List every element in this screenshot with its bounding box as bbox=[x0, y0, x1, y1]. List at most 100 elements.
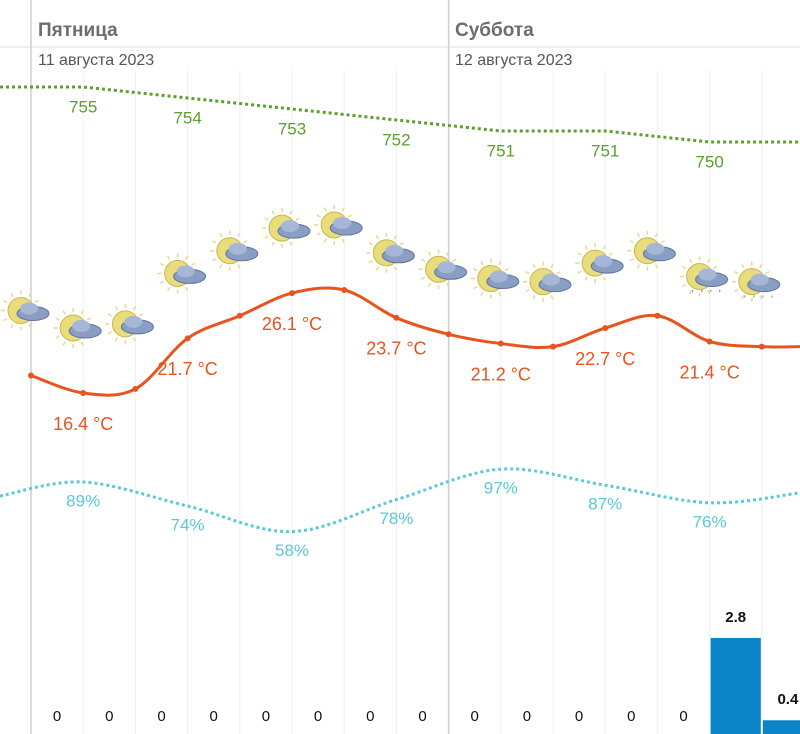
sun-ray bbox=[166, 255, 171, 260]
sun-ray bbox=[525, 289, 530, 293]
weather-icon bbox=[157, 253, 207, 294]
cloud bbox=[750, 273, 769, 286]
sun-ray bbox=[584, 276, 588, 281]
sun-ray bbox=[132, 337, 137, 342]
sun-ray bbox=[323, 207, 327, 212]
temperature-point bbox=[80, 390, 87, 396]
sun-ray bbox=[368, 260, 373, 264]
sun-ray bbox=[55, 317, 60, 321]
sun-ray bbox=[629, 240, 634, 244]
temperature-point bbox=[550, 343, 556, 350]
temperature-point bbox=[497, 340, 504, 347]
precipitation-label: 0 bbox=[262, 708, 270, 725]
sun-ray bbox=[706, 258, 711, 264]
sun-ray bbox=[399, 242, 405, 246]
cloud bbox=[646, 242, 665, 255]
sun-ray bbox=[375, 235, 380, 240]
sun-ray bbox=[264, 235, 269, 239]
sun-ray bbox=[550, 263, 554, 269]
cloud bbox=[124, 315, 143, 328]
sun-ray bbox=[525, 271, 530, 275]
sun-ray bbox=[316, 232, 321, 236]
precipitation-label: 0 bbox=[210, 708, 218, 725]
humidity-label: 97% bbox=[484, 479, 518, 498]
sun-ray bbox=[295, 217, 300, 221]
sun-ray bbox=[688, 258, 693, 264]
weather-icon bbox=[1, 290, 50, 331]
precipitation-label: 0 bbox=[679, 708, 687, 725]
sun-ray bbox=[341, 238, 345, 243]
precipitation-label: 0 bbox=[314, 708, 322, 725]
temperature-point bbox=[393, 314, 400, 321]
temperature-point bbox=[341, 287, 348, 293]
pressure-label: 750 bbox=[695, 152, 723, 171]
sun-ray bbox=[556, 271, 561, 275]
sun-ray bbox=[393, 235, 398, 240]
sun-ray bbox=[243, 240, 248, 244]
cloud bbox=[385, 244, 404, 257]
sun-ray bbox=[347, 214, 352, 218]
day-name: Суббота bbox=[455, 20, 534, 41]
temperature-point bbox=[28, 372, 34, 379]
sun-ray bbox=[660, 240, 666, 244]
sun-ray bbox=[289, 241, 293, 246]
humidity-label: 76% bbox=[693, 512, 727, 531]
sun-ray bbox=[107, 331, 112, 335]
sun-ray bbox=[498, 292, 502, 297]
temperature-point bbox=[132, 385, 139, 392]
sun-ray bbox=[550, 295, 554, 300]
rain: ’ bbox=[771, 294, 773, 305]
sun-ray bbox=[734, 289, 739, 293]
sun-ray bbox=[445, 282, 450, 287]
sun-ray bbox=[114, 306, 119, 311]
sun-ray bbox=[3, 317, 8, 322]
sun-ray bbox=[654, 264, 659, 269]
weather-icon bbox=[314, 205, 363, 245]
sun-ray bbox=[681, 283, 687, 288]
weather-icon bbox=[627, 230, 676, 271]
sun-ray bbox=[159, 280, 165, 285]
weather-icon bbox=[575, 243, 624, 284]
precipitation-label: 0 bbox=[366, 708, 374, 725]
weather-icon bbox=[418, 249, 468, 290]
cloud bbox=[20, 302, 38, 315]
sun-ray bbox=[532, 263, 536, 269]
sun-ray bbox=[608, 252, 613, 256]
pressure-label: 754 bbox=[173, 108, 201, 127]
temperature-point bbox=[236, 312, 243, 319]
sun-ray bbox=[602, 245, 606, 250]
humidity-label: 89% bbox=[66, 491, 100, 510]
humidity-line bbox=[0, 467, 800, 534]
precipitation-label: 0 bbox=[575, 708, 583, 725]
cloud bbox=[333, 217, 352, 229]
sun-ray bbox=[114, 337, 119, 342]
sun-ray bbox=[480, 292, 484, 297]
weather-icon bbox=[366, 232, 415, 273]
temperature-point bbox=[184, 335, 191, 342]
sun-ray bbox=[681, 265, 687, 270]
sun-ray bbox=[584, 245, 588, 250]
sun-ray bbox=[734, 271, 739, 275]
pressure-label: 751 bbox=[487, 141, 515, 160]
weather-icon: ’ ’ ’ ’ bbox=[731, 261, 781, 305]
rain: ’ bbox=[719, 289, 721, 300]
humidity-label: 87% bbox=[588, 495, 622, 514]
temperature-point bbox=[602, 325, 609, 332]
sun-ray bbox=[473, 285, 478, 290]
weather-icon bbox=[105, 303, 154, 344]
sun-ray bbox=[427, 251, 432, 256]
precipitation-label: 0 bbox=[53, 708, 61, 725]
sun-ray bbox=[375, 266, 380, 271]
weather-icon bbox=[523, 261, 572, 302]
sun-ray bbox=[289, 210, 293, 215]
sun-ray bbox=[271, 241, 275, 246]
sun-ray bbox=[212, 240, 217, 244]
sun-ray bbox=[28, 292, 32, 298]
sun-ray bbox=[498, 260, 502, 266]
sun-ray bbox=[34, 299, 39, 304]
sun-ray bbox=[62, 341, 66, 346]
sun-ray bbox=[166, 286, 171, 292]
cloud bbox=[698, 268, 717, 281]
